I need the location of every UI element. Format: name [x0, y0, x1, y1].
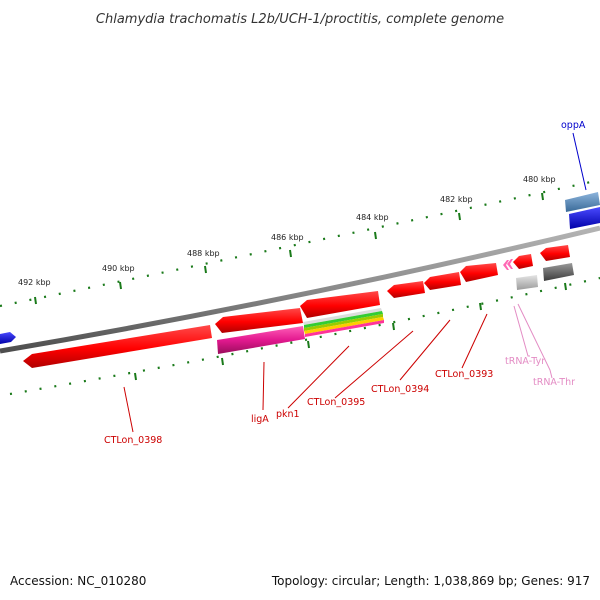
CTLon_0398-gene[interactable]	[23, 325, 212, 368]
tick-label-484: 484 kbp	[356, 213, 389, 222]
genome-backbone	[0, 225, 600, 354]
light-gray-gene[interactable]	[516, 275, 538, 290]
CTLon_0395-gene[interactable]	[387, 281, 425, 298]
gene-label-CTLon_0395[interactable]: CTLon_0395	[307, 397, 365, 408]
tick-label-492: 492 kbp	[18, 278, 51, 287]
tick-label-490: 490 kbp	[102, 264, 135, 273]
right-gray-gene[interactable]	[543, 263, 574, 281]
tick-label-480: 480 kbp	[523, 175, 556, 184]
CTLon_0393-gene[interactable]	[460, 263, 498, 282]
gene-label-tRNA-Tyr[interactable]: tRNA-Tyr	[505, 356, 545, 367]
gene-label-pkn1[interactable]: pkn1	[276, 409, 300, 420]
left-blue-gene[interactable]	[0, 332, 16, 344]
oppA-gene-steelblue[interactable]	[565, 192, 600, 212]
ligA-gene[interactable]	[215, 308, 303, 333]
tick-label-482: 482 kbp	[440, 195, 473, 204]
topology-text: Topology: circular; Length: 1,038,869 bp…	[271, 574, 590, 588]
CTLon_0394-gene[interactable]	[424, 272, 461, 290]
leader-lines	[123, 132, 587, 433]
gene-label-ligA[interactable]: ligA	[251, 414, 269, 425]
tRNA-Tyr-gene[interactable]	[503, 260, 509, 270]
tRNA-Thr-gene[interactable]	[507, 259, 513, 269]
pkn1-domain-stack	[303, 308, 384, 337]
inner-major-ticks	[134, 282, 567, 381]
gene-label-CTLon_0398[interactable]: CTLon_0398	[104, 435, 162, 446]
map-title: Chlamydia trachomatis L2b/UCH-1/proctiti…	[96, 12, 504, 27]
outer-ruler	[0, 178, 600, 308]
ligA-gene-magenta[interactable]	[217, 326, 305, 354]
pkn1-gene[interactable]	[300, 291, 380, 318]
gene-label-CTLon_0394[interactable]: CTLon_0394	[371, 384, 429, 395]
accession-text: Accession: NC_010280	[10, 574, 147, 588]
gene-label-tRNA-Thr[interactable]: tRNA-Thr	[533, 377, 575, 388]
tick-label-486: 486 kbp	[271, 233, 304, 242]
outer-major-ticks	[34, 192, 544, 305]
tick-label-488: 488 kbp	[187, 249, 220, 258]
right-red-gene[interactable]	[540, 245, 570, 261]
gene-label-oppA[interactable]: oppA	[561, 120, 586, 131]
oppA-gene-blue[interactable]	[569, 207, 600, 229]
gene-label-CTLon_0393[interactable]: CTLon_0393	[435, 369, 493, 380]
small-red-gene[interactable]	[513, 254, 533, 269]
